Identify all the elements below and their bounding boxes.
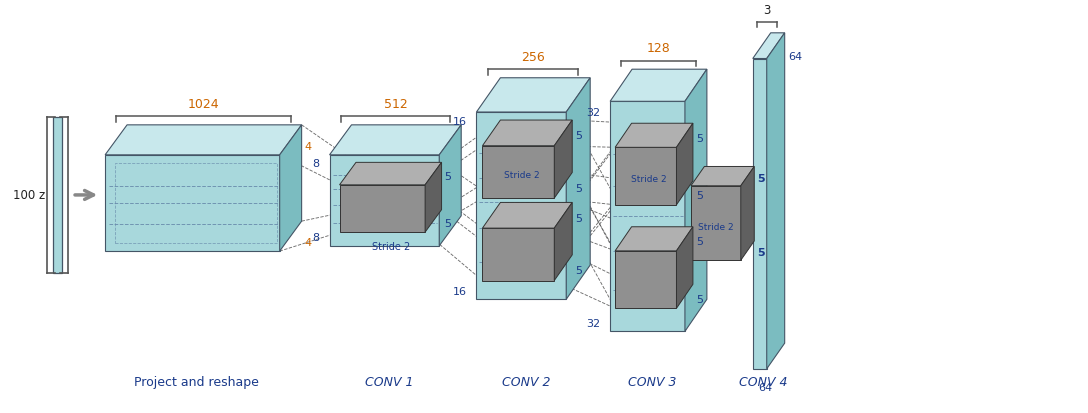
Text: Stride 2: Stride 2 — [698, 223, 733, 232]
Text: 32: 32 — [586, 108, 601, 118]
Polygon shape — [677, 124, 693, 205]
Polygon shape — [554, 203, 572, 281]
Polygon shape — [440, 126, 461, 246]
Text: 5: 5 — [576, 213, 582, 223]
Text: 5: 5 — [576, 183, 582, 193]
Text: Stride 2: Stride 2 — [631, 175, 667, 184]
Polygon shape — [339, 185, 425, 233]
Text: 5: 5 — [696, 294, 703, 304]
Text: 8: 8 — [312, 159, 320, 169]
Polygon shape — [106, 155, 280, 252]
Polygon shape — [610, 102, 685, 332]
Polygon shape — [339, 163, 442, 185]
Polygon shape — [106, 126, 301, 155]
Text: 4: 4 — [305, 142, 312, 152]
Polygon shape — [615, 227, 693, 251]
Polygon shape — [425, 163, 442, 233]
Polygon shape — [677, 227, 693, 309]
Polygon shape — [691, 186, 741, 261]
Text: 100 z: 100 z — [13, 189, 46, 202]
Text: 8: 8 — [312, 233, 320, 242]
Text: 64: 64 — [758, 382, 772, 392]
Polygon shape — [615, 148, 677, 205]
Polygon shape — [767, 34, 784, 369]
Text: 3: 3 — [764, 4, 770, 17]
Polygon shape — [753, 59, 767, 369]
Text: CONV 3: CONV 3 — [628, 375, 676, 388]
Text: 16: 16 — [453, 116, 467, 126]
Text: 4: 4 — [305, 237, 312, 247]
Text: 128: 128 — [646, 42, 670, 55]
Text: 256: 256 — [521, 51, 545, 64]
Text: 5: 5 — [576, 266, 582, 275]
Text: Stride 2: Stride 2 — [504, 171, 540, 180]
Polygon shape — [753, 34, 784, 59]
Text: 1024: 1024 — [187, 97, 219, 111]
Text: 5: 5 — [757, 248, 765, 258]
Text: 5: 5 — [757, 173, 765, 184]
Polygon shape — [685, 70, 707, 332]
Polygon shape — [482, 121, 572, 146]
Text: CONV 1: CONV 1 — [364, 375, 413, 388]
Text: 5: 5 — [576, 131, 582, 141]
Text: 5: 5 — [445, 171, 452, 181]
Polygon shape — [482, 203, 572, 228]
Text: 32: 32 — [586, 318, 601, 328]
Text: 5: 5 — [696, 191, 703, 201]
Polygon shape — [566, 78, 590, 299]
Text: 64: 64 — [789, 52, 803, 62]
Text: 5: 5 — [445, 218, 452, 228]
Polygon shape — [615, 251, 677, 309]
Polygon shape — [477, 78, 590, 113]
Polygon shape — [691, 167, 754, 186]
Polygon shape — [330, 126, 461, 155]
Text: CONV 2: CONV 2 — [502, 375, 551, 388]
Polygon shape — [610, 70, 707, 102]
Polygon shape — [741, 167, 754, 261]
Polygon shape — [477, 113, 566, 299]
Text: 5: 5 — [696, 133, 703, 143]
Text: Stride 2: Stride 2 — [372, 241, 410, 251]
Text: 5: 5 — [696, 237, 703, 247]
Polygon shape — [482, 146, 554, 199]
Polygon shape — [615, 124, 693, 148]
Text: 16: 16 — [453, 286, 467, 296]
Polygon shape — [330, 155, 440, 246]
Polygon shape — [53, 118, 62, 273]
Text: 512: 512 — [383, 97, 407, 111]
Polygon shape — [482, 228, 554, 281]
Text: CONV 4: CONV 4 — [739, 375, 788, 388]
Text: Project and reshape: Project and reshape — [134, 375, 259, 388]
Polygon shape — [280, 126, 301, 252]
Polygon shape — [554, 121, 572, 199]
